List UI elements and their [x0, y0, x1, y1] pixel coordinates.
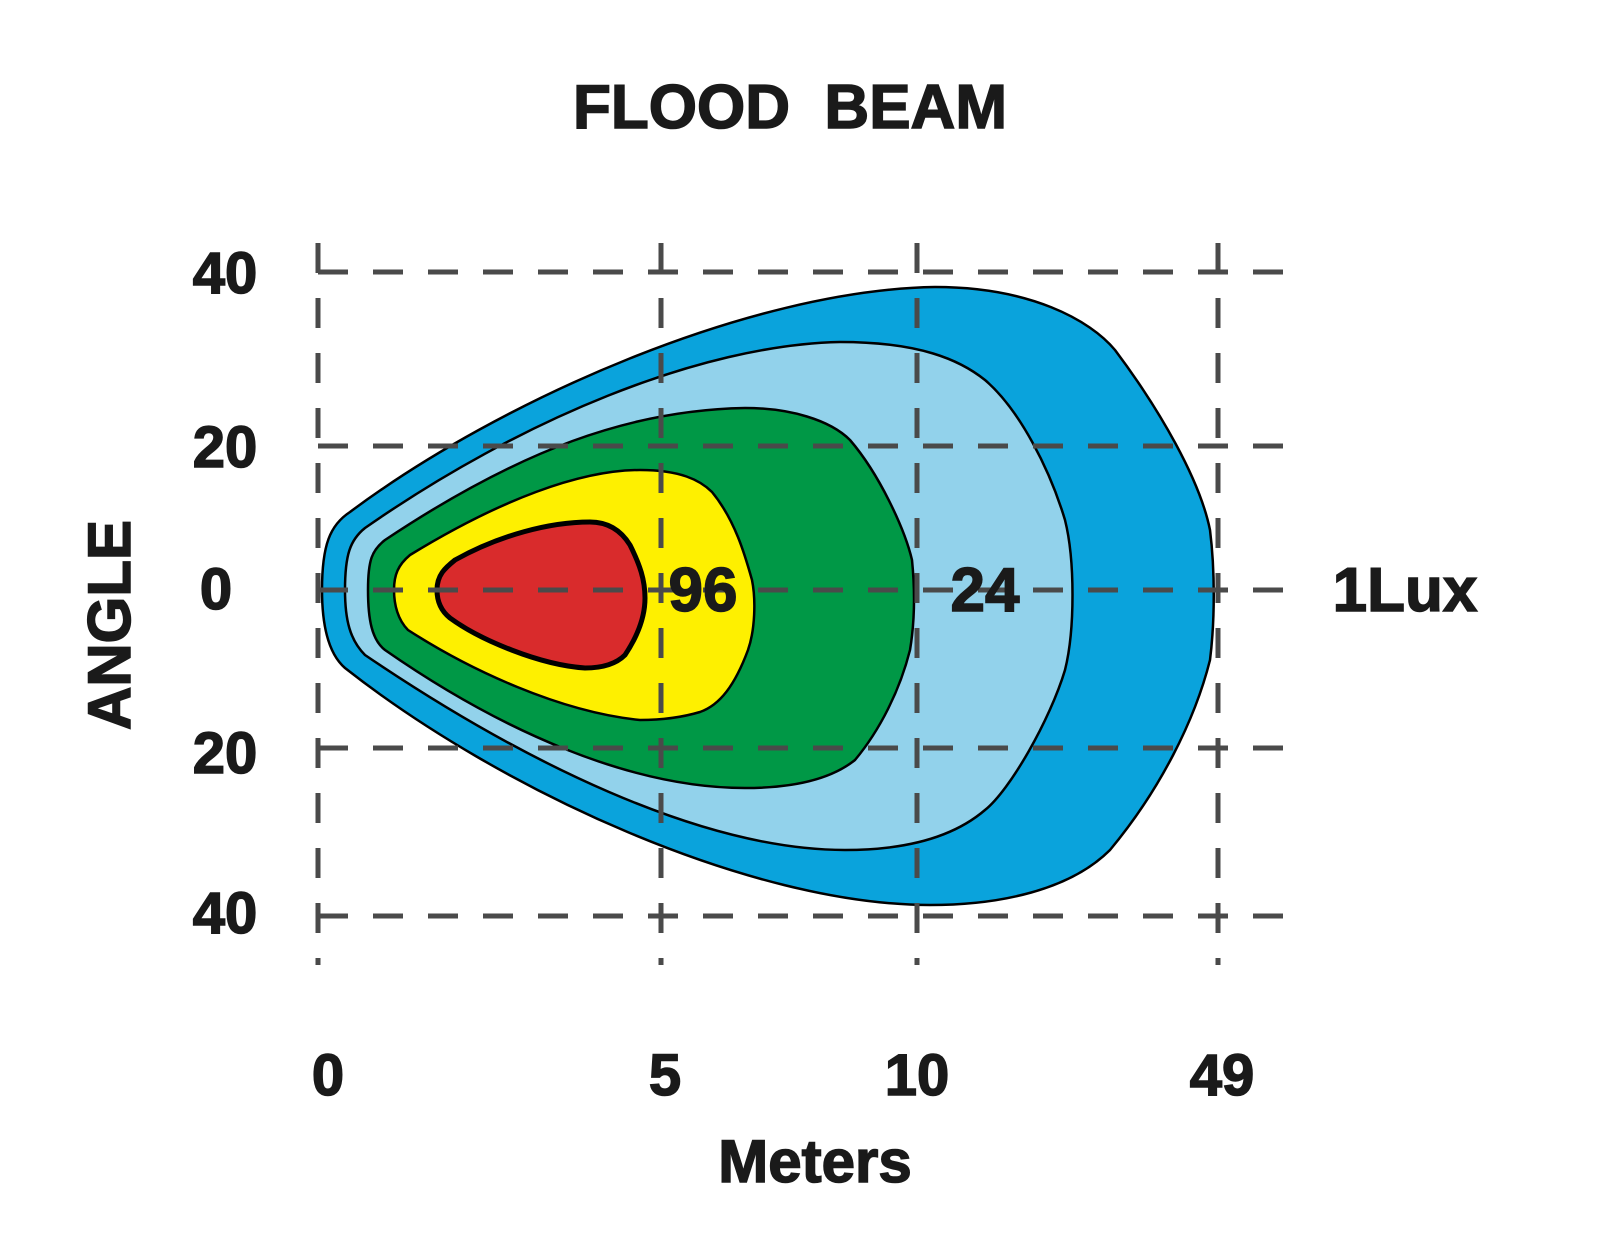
x-axis-ticks: 0 5 10 49	[311, 1042, 1255, 1109]
x-tick-label: 49	[1190, 1043, 1255, 1108]
y-tick-label: 20	[193, 415, 258, 480]
x-tick-label: 5	[649, 1043, 681, 1108]
y-tick-label: 40	[193, 241, 258, 306]
zone-label-96: 96	[669, 556, 738, 625]
y-tick-label: 20	[193, 721, 258, 786]
zone-labels: 96 24 1Lux	[668, 555, 1479, 626]
y-tick-label: 0	[200, 557, 232, 622]
y-axis-ticks: 40 20 0 20 40	[192, 240, 258, 947]
y-axis-label: ANGLE	[76, 520, 143, 730]
y-tick-label: 40	[193, 881, 258, 946]
contours	[320, 285, 1215, 907]
x-axis-label: Meters	[718, 1128, 911, 1195]
zone-label-1lux: 1Lux	[1333, 556, 1478, 625]
x-tick-label: 10	[885, 1043, 950, 1108]
grid	[315, 243, 1295, 965]
contour-red	[434, 519, 648, 671]
zone-label-24: 24	[951, 556, 1020, 625]
chart-title: FLOOD BEAM	[573, 73, 1007, 142]
x-tick-label: 0	[312, 1043, 344, 1108]
